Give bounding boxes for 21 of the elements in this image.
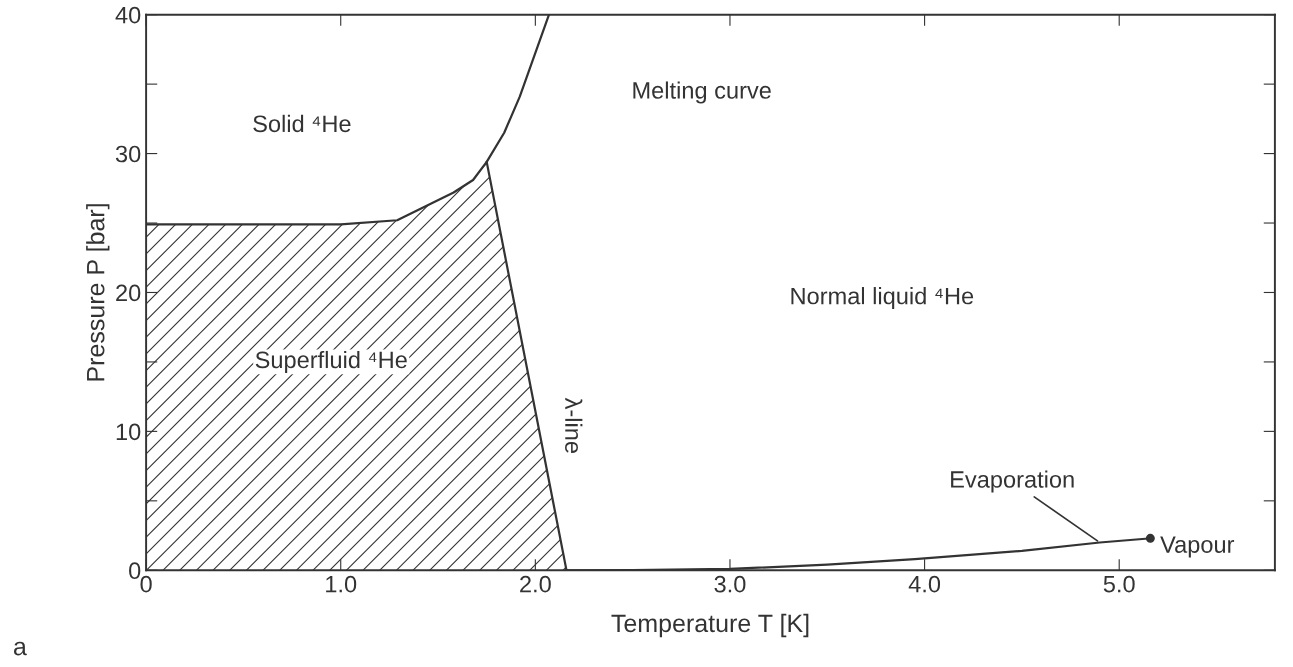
y-tick-label: 10 [116,423,141,441]
y-tick-label: 40 [115,6,141,24]
y-tick-label: 30 [115,145,141,163]
x-axis-title: Temperature T [K] [611,613,809,638]
annotation: Superfluid ⁴He [255,350,407,373]
annotation: Melting curve [633,81,771,104]
x-tick-label: 5.0 [1103,575,1135,593]
annotation: λ-line [565,397,583,453]
y-tick-label: 0 [129,562,141,580]
annotation: Solid ⁴He [253,114,351,133]
text: a [13,641,27,656]
x-tick-label: 3.0 [714,575,746,593]
y-axis-title: Pressure P [bar] [86,204,110,381]
x-tick-label: 4.0 [908,575,941,593]
x-tick-label: 0 [140,575,152,593]
annotation: Normal liquid ⁴He [791,287,974,310]
y-tick-label: 20 [116,284,141,302]
annotation: Vapour [1160,536,1235,558]
x-tick-label: 2.0 [520,575,551,593]
x-tick-label: 1.0 [326,575,357,593]
annotation: Evaporation [951,470,1074,493]
